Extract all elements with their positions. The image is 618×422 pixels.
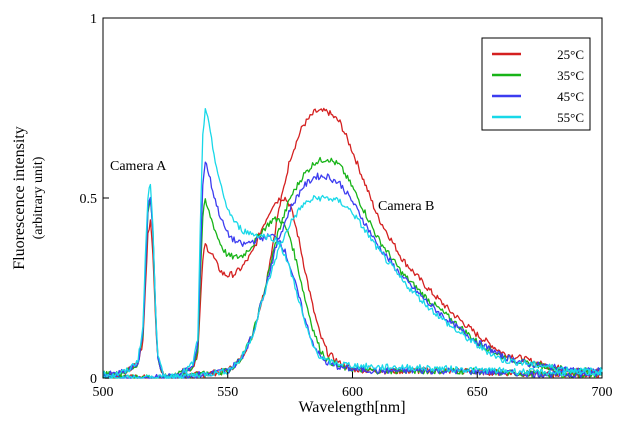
x-tick-label-500: 500 — [93, 385, 114, 400]
series-line-1-camera-b — [102, 107, 603, 379]
y-axis-subtitle: (arbitrary unit) — [31, 156, 46, 239]
x-tick-label-600: 600 — [342, 385, 363, 400]
series-line-3-camera-a — [102, 161, 603, 379]
legend-label-1: 25°C — [557, 47, 584, 62]
x-tick-label-650: 650 — [467, 385, 488, 400]
y-tick-label-2: 1 — [90, 12, 97, 27]
series-line-3-camera-b — [102, 172, 603, 379]
legend-label-2: 35°C — [557, 68, 584, 83]
legend: 25°C 35°C 45°C 55°C — [481, 37, 591, 131]
x-tick-label-550: 550 — [217, 385, 238, 400]
annotation-camera-b: Camera B — [378, 199, 434, 214]
y-axis-title: Fluorescence intensity — [11, 126, 28, 270]
series-line-2-camera-b — [102, 156, 603, 379]
legend-label-3: 45°C — [557, 89, 584, 104]
series-line-4-camera-b — [102, 194, 603, 379]
series-layer — [102, 107, 603, 379]
x-axis-title: Wavelength[nm] — [298, 399, 405, 416]
annotation-camera-a: Camera A — [110, 159, 167, 174]
legend-items: 25°C 35°C 45°C 55°C — [492, 47, 584, 125]
ticks-layer: 500 550 600 650 700 0 0.5 1 — [80, 12, 613, 400]
series-line-4-camera-a — [102, 108, 603, 379]
legend-label-4: 55°C — [557, 110, 584, 125]
series-line-2-camera-a — [102, 198, 603, 379]
x-tick-label-700: 700 — [592, 385, 613, 400]
series-line-1-camera-a — [102, 196, 603, 379]
y-tick-label-1: 0.5 — [80, 192, 98, 207]
y-tick-label-0: 0 — [90, 372, 97, 387]
